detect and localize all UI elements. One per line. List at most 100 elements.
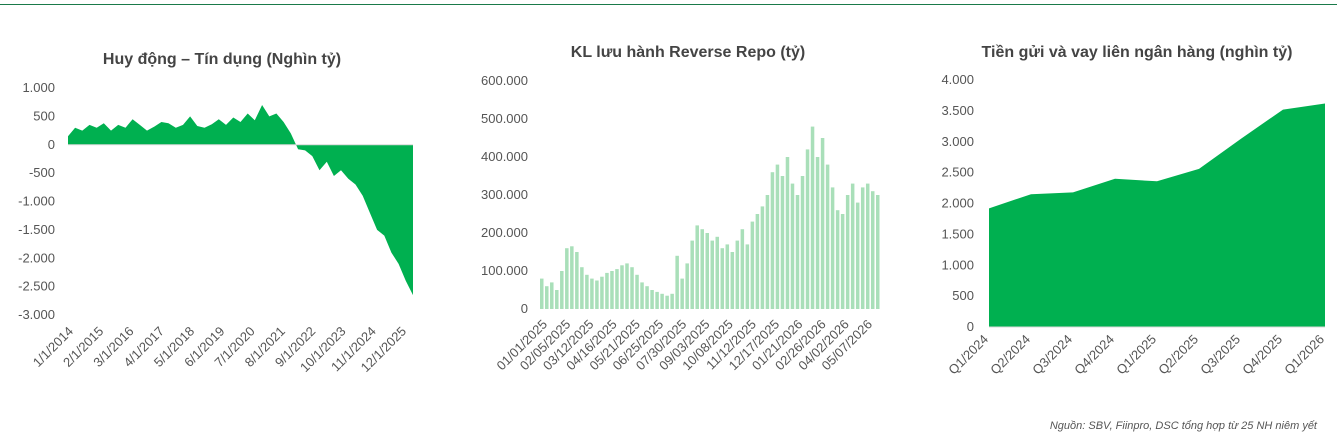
y-tick-label: 600.000 [481,73,528,88]
y-tick-label: 3.000 [941,134,974,149]
bar [860,187,865,309]
bar [595,280,599,309]
y-tick-label: 1.500 [941,226,974,241]
chart-title: KL lưu hành Reverse Repo (tỷ) [571,44,805,61]
bar [800,176,805,309]
bar [700,229,704,309]
y-tick-label: 200.000 [481,225,528,240]
bar [815,157,820,309]
bar [865,183,870,309]
bar [840,214,845,309]
bar [640,282,644,309]
x-tick-label: Q3/2024 [1029,332,1075,378]
bar [635,274,639,309]
y-tick-label: 1.000 [22,80,55,95]
y-tick-label: 300.000 [481,187,528,202]
y-tick-label: -2.000 [18,250,55,265]
bar [710,240,715,309]
bar [850,183,855,309]
y-tick-label: -3.000 [18,307,55,322]
bar [695,225,699,309]
bar [680,278,684,309]
y-tick-label: 0 [48,137,55,152]
chart-reverse-repo: KL lưu hành Reverse Repo (tỷ) 600.000 500… [445,0,895,442]
top-rule [0,4,1337,5]
bar [650,290,654,309]
bar [705,233,709,309]
bar [720,248,725,309]
bar [630,267,634,309]
bar [875,195,880,309]
y-tick-label: 500 [33,108,55,123]
bar [575,252,579,309]
x-tick-label: Q1/2026 [1281,332,1327,378]
bar [600,276,604,309]
x-axis: 01/01/202502/05/202503/12/202504/16/2025… [493,317,875,374]
x-tick-label: Q2/2025 [1155,332,1201,378]
source-note: Nguồn: SBV, Fiinpro, DSC tổng hợp từ 25 … [1049,420,1317,432]
bar [740,229,745,309]
chart-mobilization-credit: Huy động – Tín dụng (Nghìn tỷ) 1.000 500 0… [0,0,440,442]
y-tick-label: -1.000 [18,194,55,209]
bar [835,210,840,309]
bar [605,272,609,309]
bar [590,278,594,309]
bar [585,274,589,309]
bar [770,172,775,309]
bar [745,244,750,309]
plot-area [989,103,1325,328]
bar [765,195,770,309]
y-axis: 4.000 3.500 3.000 2.500 2.000 1.500 1.000 500 0 [941,72,974,334]
bar [760,206,765,309]
chart-interbank: Tiền gửi và vay liên ngân hàng (nghìn tỷ… [900,0,1337,442]
bar [580,267,584,309]
y-tick-label: 1.000 [941,257,974,272]
bar [540,278,544,309]
x-tick-label: Q1/2025 [1113,332,1159,378]
chart-svg: Tiền gửi và vay liên ngân hàng (nghìn tỷ… [941,44,1327,378]
y-tick-label: 500.000 [481,111,528,126]
bar [615,269,619,309]
chart-svg: KL lưu hành Reverse Repo (tỷ) 600.000 500… [481,44,880,374]
y-axis: 600.000 500.000 400.000 300.000 200.000 100.0… [481,73,528,316]
bar [715,236,720,309]
bar [755,214,760,309]
x-axis: 1/1/20142/1/20153/1/20164/1/20175/1/2018… [30,324,409,376]
bar [780,176,785,309]
bar [660,293,664,309]
y-tick-label: -500 [29,165,55,180]
chart-title: Tiền gửi và vay liên ngân hàng (nghìn tỷ… [982,44,1293,61]
y-axis: 1.000 500 0 -500 -1.000 -1.500 -2.000 -2.500 -3.… [18,80,55,322]
bar [730,252,735,309]
bar [830,187,835,309]
bar [735,240,740,309]
bar [810,126,815,309]
chart-svg: Huy động – Tín dụng (Nghìn tỷ) 1.000 500 0… [18,51,413,376]
bar [675,255,679,309]
bar [690,240,694,309]
bar [775,164,780,309]
bar [645,286,649,309]
y-tick-label: 100.000 [481,263,528,278]
y-tick-label: 4.000 [941,72,974,87]
series-area [68,105,413,296]
x-tick-label: Q3/2025 [1197,332,1243,378]
y-tick-label: 2.000 [941,196,974,211]
plot-area [540,126,880,309]
series-area [989,103,1325,327]
x-tick-label: Q4/2024 [1071,332,1117,378]
bar [820,138,825,309]
bar [545,286,549,309]
y-tick-label: 0 [967,319,974,334]
bar [725,244,730,309]
bar [670,293,674,309]
bar [845,195,850,309]
y-tick-label: 3.500 [941,103,974,118]
bar [620,265,624,309]
y-tick-label: -2.500 [18,279,55,294]
bar [805,149,810,309]
bar [795,195,800,309]
bar [790,183,795,309]
chart-title: Huy động – Tín dụng (Nghìn tỷ) [103,51,341,68]
plot-area [68,105,413,296]
